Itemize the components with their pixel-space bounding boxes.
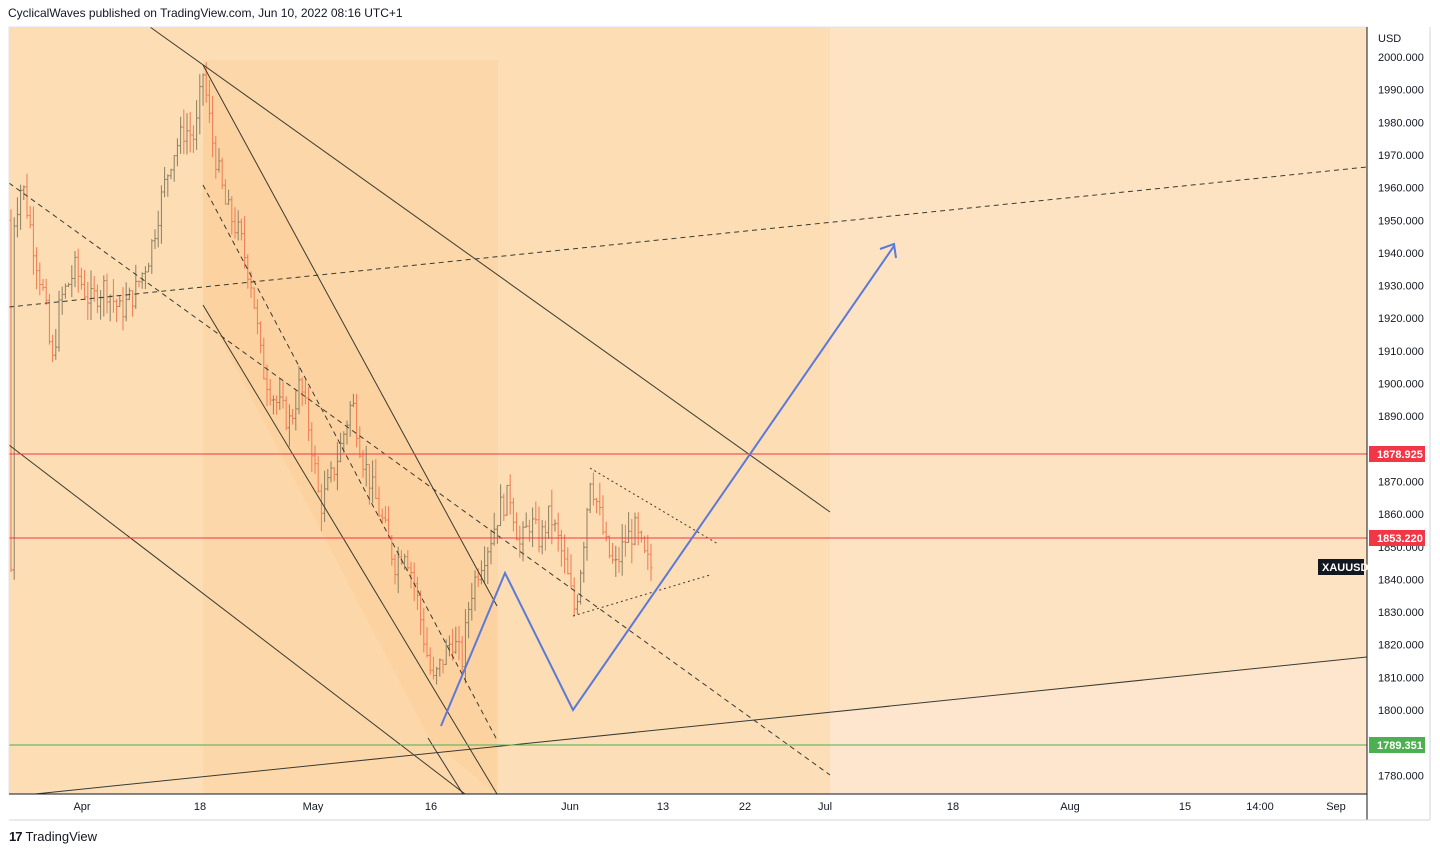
lower-descending-trendline xyxy=(8,444,466,795)
y-tick-label: 1990.000 xyxy=(1378,85,1424,97)
y-tick-label: 1960.000 xyxy=(1378,183,1424,195)
trendlines xyxy=(8,26,1368,795)
publisher-line: CyclicalWaves published on TradingView.c… xyxy=(8,6,403,20)
x-tick-label: 18 xyxy=(194,801,206,813)
x-tick-label: Jun xyxy=(561,801,579,813)
projection-arrowhead xyxy=(879,242,897,259)
y-tick-label: 1900.000 xyxy=(1378,379,1424,391)
y-tick-label: 1920.000 xyxy=(1378,313,1424,325)
projection-zigzag xyxy=(440,245,895,727)
y-tick-label: 1780.000 xyxy=(1378,770,1424,782)
low-short-line xyxy=(427,737,464,795)
channel-mid-dashed xyxy=(202,184,498,741)
channel-upper-line xyxy=(202,64,498,607)
y-tick-label: 1980.000 xyxy=(1378,117,1424,129)
y-tick-label: 1840.000 xyxy=(1378,574,1424,586)
x-tick-label: 18 xyxy=(947,801,959,813)
tradingview-logo[interactable]: 17 TradingView xyxy=(9,829,97,844)
x-tick-label: Jul xyxy=(818,801,832,813)
y-tick-label: 1820.000 xyxy=(1378,640,1424,652)
x-tick-label: 15 xyxy=(1179,801,1191,813)
x-tick-label: 14:00 xyxy=(1246,801,1274,813)
flag-lower-dotted xyxy=(572,574,711,617)
projection-path xyxy=(440,242,897,727)
x-tick-label: 13 xyxy=(657,801,669,813)
mid-descending-dashed xyxy=(8,182,831,776)
y-tick-label: 1890.000 xyxy=(1378,411,1424,423)
currency-label: USD xyxy=(1378,33,1401,45)
y-tick-label: 1950.000 xyxy=(1378,215,1424,227)
y-tick-label: 1800.000 xyxy=(1378,705,1424,717)
y-tick-label: 1860.000 xyxy=(1378,509,1424,521)
x-tick-label: 22 xyxy=(739,801,751,813)
y-tick-label: 1870.000 xyxy=(1378,476,1424,488)
y-tick-label: 1810.000 xyxy=(1378,672,1424,684)
tradingview-logo-text: TradingView xyxy=(25,829,98,844)
level-badge-1853: 1853.220 xyxy=(1369,530,1425,546)
y-tick-label: 1910.000 xyxy=(1378,346,1424,358)
level-badge-1878: 1878.925 xyxy=(1369,446,1425,462)
y-tick-label: 1930.000 xyxy=(1378,281,1424,293)
x-tick-label: 16 xyxy=(425,801,437,813)
x-tick-label: Apr xyxy=(73,801,90,813)
candles xyxy=(9,62,653,685)
upper-descending-trendline xyxy=(149,26,831,513)
level-badge-1789: 1789.351 xyxy=(1369,737,1425,753)
x-tick-label: May xyxy=(303,801,324,813)
svg-text:1853.220: 1853.220 xyxy=(1377,533,1423,545)
y-axis-ticks: 2000.000 1990.000 1980.000 1970.000 1960.000… xyxy=(1378,52,1424,782)
long-ascending-trendline xyxy=(34,656,1368,795)
x-axis-ticks: Apr 18 May 16 Jun 13 22 Jul 18 Aug 15 14:00 Sep xyxy=(73,801,1345,813)
tradingview-logo-icon: 17 xyxy=(9,829,23,844)
long-ascending-dashed xyxy=(8,166,1368,308)
y-tick-label: 2000.000 xyxy=(1378,52,1424,64)
y-tick-label: 1970.000 xyxy=(1378,150,1424,162)
x-tick-label: Sep xyxy=(1326,801,1346,813)
channel-lower-line xyxy=(202,304,498,795)
y-tick-label: 1940.000 xyxy=(1378,248,1424,260)
symbol-price-tag: XAUUSD xyxy=(1318,559,1369,575)
y-tick-label: 1830.000 xyxy=(1378,607,1424,619)
x-tick-label: Aug xyxy=(1060,801,1080,813)
svg-text:1789.351: 1789.351 xyxy=(1377,740,1423,752)
svg-text:XAUUSD: XAUUSD xyxy=(1322,562,1369,574)
svg-text:1878.925: 1878.925 xyxy=(1377,449,1423,461)
